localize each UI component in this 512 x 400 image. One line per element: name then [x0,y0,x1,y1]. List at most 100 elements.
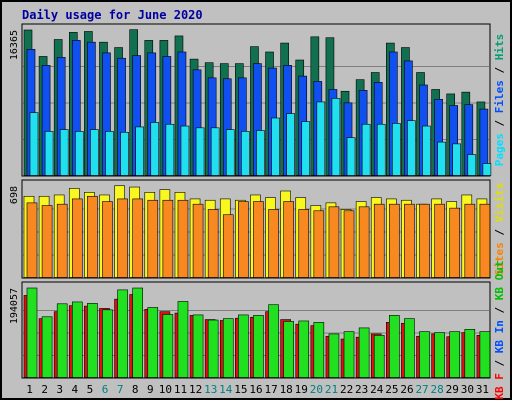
x-tick-label: 27 [415,383,428,396]
bar-pages [467,154,477,176]
x-tick-label: 10 [159,383,172,396]
legend-entry: / [493,300,506,320]
bar-kb-out [162,314,174,378]
bar-kb-out [177,301,189,378]
legend-entry: / [493,60,506,80]
bar-kb-out [464,329,476,378]
bar-sites [87,195,98,278]
x-tick-label: 6 [102,383,109,396]
bar-sites [253,201,264,278]
legend-entry: Files [493,80,506,113]
bar-sites [41,205,53,278]
bar-sites [404,203,415,278]
bar-pages [135,126,144,176]
bar-pages [120,131,129,176]
bar-kb-out [26,287,38,378]
y-max-label: 698 [9,186,20,204]
legend-kbytes: KB F / KB In / KB Out [493,260,506,399]
bar-pages [241,131,250,176]
bar-kb-out [238,314,249,378]
x-tick-label: 5 [87,383,94,396]
x-tick-label: 19 [295,383,308,396]
legend-entry: KB In [493,320,506,353]
bar-sites [464,203,476,278]
x-tick-label: 20 [310,383,323,396]
bar-kb-out [449,331,461,378]
bar-sites [147,199,159,278]
x-tick-label: 30 [461,383,474,396]
bar-pages [90,129,99,176]
chart-title: Daily usage for June 2020 [22,8,203,22]
bar-pages [346,137,356,176]
bar-sites [449,207,461,278]
bar-pages [422,125,431,176]
bar-pages [271,117,280,176]
bar-sites [283,201,294,278]
legend-hits-files-pages: Pages / Files / Hits [493,34,506,167]
bar-sites [238,201,249,278]
y-max-label: 194057 [9,288,20,324]
x-tick-label: 23 [355,383,368,396]
bar-pages [210,127,220,176]
x-tick-label: 13 [204,383,217,396]
bar-kb-out [222,318,234,378]
bar-pages [150,122,160,176]
bar-pages [392,123,401,176]
bar-sites [132,198,143,278]
bar-pages [44,131,54,176]
bar-pages [165,123,175,176]
bar-sites [177,199,189,278]
x-tick-label: 16 [249,383,262,396]
bar-kb-out [404,318,415,378]
bar-kb-out [102,309,113,378]
legend-entry: / [493,113,506,133]
legend-entry: / [493,353,506,373]
x-tick-label: 15 [234,383,247,396]
bar-kb-out [298,320,310,378]
bar-sites [358,206,370,278]
bar-pages [452,143,462,176]
x-tick-label: 25 [385,383,398,396]
bar-sites [434,203,445,278]
bar-pages [225,129,235,176]
bar-sites [222,214,234,278]
bar-pages [316,101,326,176]
legend-entry: Sites [493,242,506,275]
x-tick-label: 4 [72,383,79,396]
bar-kb-out [207,319,219,378]
x-tick-label: 28 [431,383,444,396]
bar-pages [437,141,446,176]
bar-kb-out [87,303,98,378]
legend-entry: Pages [493,133,506,166]
bar-sites [56,203,68,278]
bar-kb-out [71,301,83,378]
x-tick-label: 29 [446,383,459,396]
bar-kb-out [434,332,445,378]
bar-sites [26,202,38,278]
bar-kb-out [373,335,385,378]
bar-pages [407,120,416,176]
bar-pages [286,113,295,176]
bar-kb-out [419,331,430,378]
bar-kb-out [328,333,340,378]
legend-entry: Visits [493,183,506,223]
legend-visits-sites: Sites / Visits [493,183,506,276]
bar-sites [207,209,219,278]
bar-sites [162,199,174,278]
bar-pages [59,129,69,176]
bar-pages [301,121,311,176]
bar-pages [331,98,341,176]
x-tick-label: 31 [476,383,489,396]
legend-entry: KB Out [493,260,506,300]
bar-kb-out [283,321,294,378]
bar-pages [74,131,84,176]
bar-pages [105,131,114,176]
bar-kb-out [41,316,53,378]
bar-sites [479,203,491,278]
x-tick-label: 14 [219,383,233,396]
bar-pages [29,112,39,176]
bar-sites [268,209,279,278]
bar-sites [389,203,400,278]
bar-sites [313,210,325,278]
